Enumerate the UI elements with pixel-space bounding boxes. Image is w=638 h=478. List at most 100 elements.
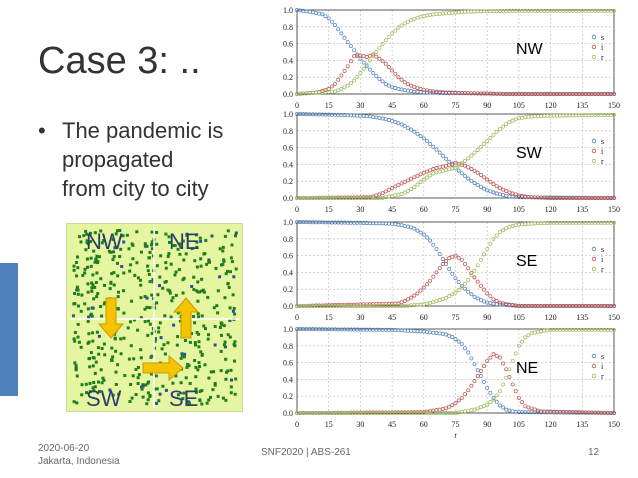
series-point-s: [415, 329, 420, 334]
grid-dot: [99, 277, 103, 281]
series-point-i: [453, 400, 458, 405]
y-tick-label: 0.2: [283, 177, 293, 186]
grid-dot: [229, 385, 233, 389]
grid-dot: [171, 381, 175, 385]
y-tick-label: 0.0: [283, 409, 293, 418]
grid-dot: [91, 339, 95, 343]
grid-dot: [76, 288, 80, 292]
series-point-r: [428, 173, 433, 178]
grid-dot: [194, 390, 198, 394]
series-point-r: [456, 288, 461, 292]
series-point-s: [415, 131, 420, 136]
x-tick-label: 75: [452, 101, 460, 110]
grid-dot: [92, 249, 96, 253]
grid-dot: [90, 289, 94, 293]
series-point-i: [345, 64, 350, 69]
grid-dot: [158, 275, 162, 279]
grid-dot: [194, 343, 197, 347]
legend-label-r: r: [601, 157, 604, 166]
grid-dot: [187, 401, 191, 405]
series-point-s: [320, 12, 325, 17]
grid-dot: [204, 239, 208, 242]
series-point-i: [494, 299, 499, 303]
x-tick-label: 135: [576, 101, 588, 110]
chart-panel-se: 0.0 0.2 0.4 0.6 0.8 1.0 0 15 30 45 60 75 90 105 120 135…: [283, 218, 620, 322]
series-point-i: [459, 395, 464, 400]
grid-dot: [199, 264, 203, 268]
series-point-s: [478, 184, 483, 189]
grid-dot: [230, 243, 234, 247]
grid-dot: [230, 378, 233, 382]
series-point-s: [469, 178, 474, 183]
series-point-s: [453, 337, 458, 342]
grid-dot: [128, 400, 132, 403]
plot-frame: [296, 328, 615, 414]
grid-dot: [187, 364, 191, 368]
grid-dot: [72, 337, 76, 341]
series-point-r: [323, 90, 328, 95]
x-tick-label: 120: [545, 420, 557, 429]
grid-dot: [72, 302, 76, 306]
y-tick-label: 0.4: [283, 375, 293, 384]
grid-dot: [190, 247, 194, 251]
grid-dot: [86, 282, 90, 286]
series-point-s: [364, 327, 369, 332]
grid-dot: [111, 355, 115, 359]
series-point-i: [409, 295, 414, 300]
series-point-r: [532, 330, 537, 335]
grid-dot: [102, 378, 106, 382]
grid-dot: [205, 262, 209, 266]
grid-dot: [221, 249, 225, 253]
series-point-i: [526, 405, 531, 410]
grid-dot: [75, 261, 78, 264]
grid-dot: [149, 372, 153, 376]
grid-dot: [196, 280, 200, 284]
series-point-i: [402, 299, 407, 303]
grid-dot: [150, 293, 154, 297]
series-point-s: [488, 189, 493, 194]
series-point-i: [497, 186, 502, 191]
series-point-i: [386, 65, 391, 70]
series-point-i: [513, 389, 518, 394]
series-point-s: [399, 87, 404, 92]
series-point-r: [364, 62, 369, 67]
grid-dot: [73, 361, 77, 365]
series-point-s: [383, 117, 388, 122]
x-tick-label: 0: [295, 420, 299, 429]
grid-dot: [155, 242, 159, 246]
series-point-i: [485, 291, 490, 296]
series-point-i: [428, 168, 433, 173]
legend-label-i: i: [601, 43, 604, 52]
grid-dot: [88, 381, 92, 385]
grid-dot: [195, 240, 199, 244]
footer-date: 2020-06-20 Jakarta, Indonesia: [38, 442, 120, 468]
grid-dot: [89, 351, 93, 355]
series-point-r: [529, 331, 534, 336]
series-point-i: [409, 83, 414, 88]
series-point-i: [450, 403, 455, 408]
series-point-r: [434, 12, 439, 16]
grid-dot: [201, 288, 205, 292]
series-point-i: [612, 92, 616, 96]
grid-dot: [91, 273, 95, 277]
series-point-i: [402, 179, 407, 184]
grid-dot: [172, 244, 176, 247]
series-point-r: [396, 25, 401, 30]
grid-dot: [200, 289, 204, 293]
grid-dot: [93, 371, 97, 375]
grid-dot: [203, 363, 207, 367]
series-point-s: [412, 226, 417, 231]
grid-dot: [195, 289, 199, 293]
grid-dot: [112, 283, 116, 287]
series-point-r: [428, 300, 433, 305]
series-point-s: [402, 124, 407, 129]
grid-dot: [139, 278, 142, 282]
series-point-s: [447, 267, 452, 271]
series-point-r: [545, 113, 550, 118]
grid-dot: [223, 296, 227, 300]
series-point-i: [504, 367, 509, 372]
series-point-r: [431, 171, 436, 176]
series-point-r: [466, 408, 471, 413]
grid-dot: [159, 336, 163, 340]
grid-dot: [116, 295, 120, 299]
